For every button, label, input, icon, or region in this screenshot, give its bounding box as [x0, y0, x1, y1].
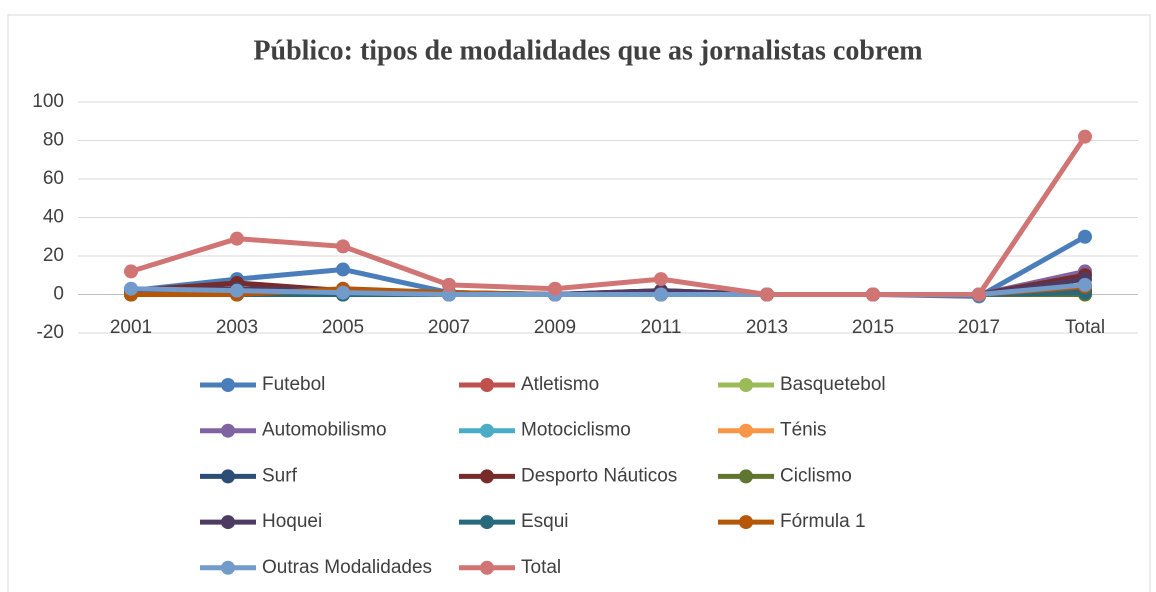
series-marker — [1078, 229, 1092, 244]
legend-label: Hoquei — [262, 511, 322, 532]
legend-marker — [221, 560, 235, 575]
series-marker — [336, 239, 350, 254]
series-marker — [230, 283, 244, 298]
legend-label: Ténis — [780, 420, 826, 441]
x-tick-label: 2015 — [852, 317, 894, 338]
legend-label: Desporto Náuticos — [521, 465, 677, 486]
legend-marker — [480, 469, 494, 484]
series-marker — [124, 281, 138, 296]
x-tick-label: 2001 — [110, 317, 152, 338]
series-marker — [230, 231, 244, 246]
legend-marker — [480, 378, 494, 392]
series-marker — [442, 277, 456, 292]
series-marker — [336, 285, 350, 300]
x-tick-label: 2003 — [216, 317, 258, 338]
series-marker — [654, 287, 668, 302]
series-marker — [442, 287, 456, 302]
legend-label: Surf — [262, 465, 298, 486]
series-marker — [1078, 277, 1092, 292]
series-marker — [866, 287, 880, 302]
y-tick-label: 40 — [43, 207, 64, 228]
legend-marker — [739, 423, 753, 438]
legend-marker — [480, 560, 494, 575]
legend-label: Total — [521, 557, 561, 578]
legend-label: Ciclismo — [780, 465, 852, 486]
x-tick-label: 2005 — [322, 317, 364, 338]
series-marker — [548, 281, 562, 296]
y-tick-label: 60 — [43, 168, 64, 189]
legend-label: Motociclismo — [521, 420, 631, 441]
series-marker — [654, 272, 668, 287]
legend-marker — [221, 515, 235, 530]
x-tick-label: Total — [1065, 317, 1105, 338]
legend-marker — [480, 515, 494, 530]
legend-label: Outras Modalidades — [262, 557, 432, 578]
chart-frame — [7, 14, 1151, 592]
legend-marker — [221, 378, 235, 392]
series-line — [128, 134, 1088, 297]
series-marker — [1078, 129, 1092, 144]
legend-marker — [739, 378, 753, 392]
x-tick-label: 2007 — [428, 317, 470, 338]
legend-marker — [739, 515, 753, 530]
x-tick-label: 2011 — [641, 317, 682, 338]
x-tick-label: 2017 — [958, 317, 1000, 338]
series-marker — [336, 262, 350, 277]
legend-label: Fórmula 1 — [780, 511, 866, 532]
series-marker — [972, 287, 986, 302]
y-tick-label: -20 — [37, 322, 64, 343]
legend-marker — [480, 423, 494, 438]
series-marker — [124, 264, 138, 279]
chart-title: Público: tipos de modalidades que as jor… — [253, 35, 922, 66]
x-tick-label: 2009 — [534, 317, 576, 338]
legend-marker — [221, 423, 235, 438]
y-tick-label: 80 — [43, 130, 64, 151]
legend-marker — [221, 469, 235, 484]
y-tick-label: 0 — [53, 284, 64, 305]
legend-label: Automobilismo — [262, 420, 387, 441]
legend-label: Esqui — [521, 511, 569, 532]
x-tick-label: 2013 — [746, 317, 788, 338]
y-tick-label: 100 — [32, 91, 64, 112]
legend-label: Atletismo — [521, 374, 599, 395]
legend-label: Futebol — [262, 374, 325, 395]
series-marker — [760, 287, 774, 302]
y-tick-label: 20 — [43, 245, 64, 266]
legend-label: Basquetebol — [780, 374, 886, 395]
legend-marker — [739, 469, 753, 484]
